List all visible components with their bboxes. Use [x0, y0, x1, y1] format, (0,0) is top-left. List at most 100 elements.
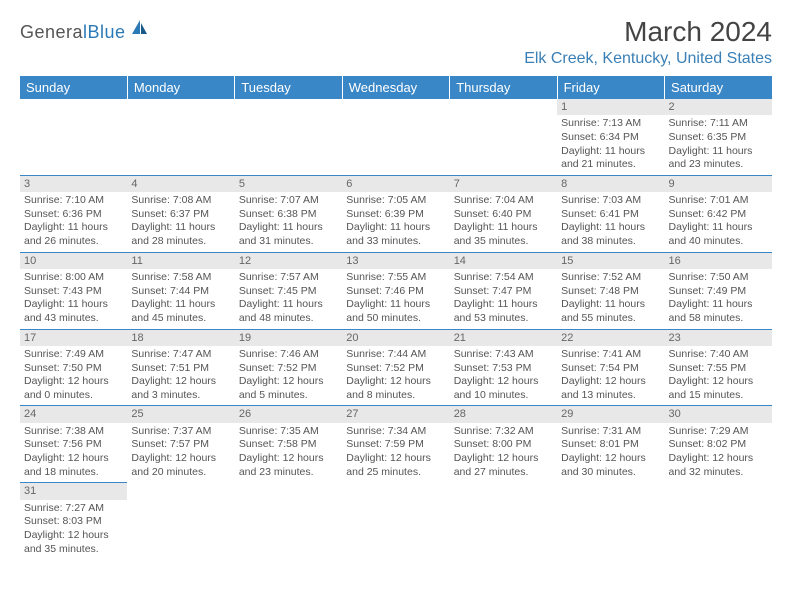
daylight-text: Daylight: 12 hours and 10 minutes. [454, 375, 553, 402]
sunset-text: Sunset: 6:42 PM [669, 208, 768, 222]
day-number: 1 [557, 99, 664, 115]
calendar-day-cell: 26Sunrise: 7:35 AMSunset: 7:58 PMDayligh… [235, 406, 342, 483]
daylight-text: Daylight: 12 hours and 0 minutes. [24, 375, 123, 402]
sunrise-text: Sunrise: 7:58 AM [131, 271, 230, 285]
weekday-header: Tuesday [235, 76, 342, 99]
calendar-day-cell: 8Sunrise: 7:03 AMSunset: 6:41 PMDaylight… [557, 175, 664, 252]
daylight-text: Daylight: 12 hours and 15 minutes. [669, 375, 768, 402]
daylight-text: Daylight: 11 hours and 53 minutes. [454, 298, 553, 325]
day-number: 17 [20, 330, 127, 346]
location-subtitle: Elk Creek, Kentucky, United States [524, 50, 772, 68]
sunset-text: Sunset: 7:48 PM [561, 285, 660, 299]
calendar-day-cell [20, 99, 127, 175]
calendar-day-cell: 27Sunrise: 7:34 AMSunset: 7:59 PMDayligh… [342, 406, 449, 483]
weekday-header: Monday [127, 76, 234, 99]
daylight-text: Daylight: 12 hours and 3 minutes. [131, 375, 230, 402]
calendar-day-cell: 30Sunrise: 7:29 AMSunset: 8:02 PMDayligh… [665, 406, 772, 483]
logo-text-2: lBlue [83, 22, 126, 43]
sunset-text: Sunset: 6:34 PM [561, 131, 660, 145]
day-number: 2 [665, 99, 772, 115]
daylight-text: Daylight: 12 hours and 18 minutes. [24, 452, 123, 479]
sunrise-text: Sunrise: 7:52 AM [561, 271, 660, 285]
month-title: March 2024 [524, 16, 772, 48]
sunrise-text: Sunrise: 7:54 AM [454, 271, 553, 285]
daylight-text: Daylight: 12 hours and 5 minutes. [239, 375, 338, 402]
sunrise-text: Sunrise: 7:32 AM [454, 425, 553, 439]
logo-text-1: Genera [20, 22, 83, 43]
daylight-text: Daylight: 11 hours and 35 minutes. [454, 221, 553, 248]
sunrise-text: Sunrise: 7:50 AM [669, 271, 768, 285]
day-number: 23 [665, 330, 772, 346]
sunrise-text: Sunrise: 7:49 AM [24, 348, 123, 362]
calendar-day-cell [450, 99, 557, 175]
daylight-text: Daylight: 11 hours and 33 minutes. [346, 221, 445, 248]
calendar-day-cell [342, 99, 449, 175]
sunset-text: Sunset: 8:01 PM [561, 438, 660, 452]
logo: Genera lBlue [20, 22, 150, 43]
calendar-day-cell: 11Sunrise: 7:58 AMSunset: 7:44 PMDayligh… [127, 252, 234, 329]
sunset-text: Sunset: 8:03 PM [24, 515, 123, 529]
calendar-table: SundayMondayTuesdayWednesdayThursdayFrid… [20, 76, 772, 559]
calendar-day-cell [665, 483, 772, 559]
sunset-text: Sunset: 7:43 PM [24, 285, 123, 299]
calendar-day-cell [557, 483, 664, 559]
day-number: 20 [342, 330, 449, 346]
sunset-text: Sunset: 7:58 PM [239, 438, 338, 452]
sunset-text: Sunset: 6:36 PM [24, 208, 123, 222]
day-number: 10 [20, 253, 127, 269]
calendar-day-cell [450, 483, 557, 559]
calendar-day-cell: 25Sunrise: 7:37 AMSunset: 7:57 PMDayligh… [127, 406, 234, 483]
day-number: 25 [127, 406, 234, 422]
sunrise-text: Sunrise: 7:55 AM [346, 271, 445, 285]
sunset-text: Sunset: 7:53 PM [454, 362, 553, 376]
calendar-day-cell: 22Sunrise: 7:41 AMSunset: 7:54 PMDayligh… [557, 329, 664, 406]
daylight-text: Daylight: 11 hours and 21 minutes. [561, 145, 660, 172]
daylight-text: Daylight: 11 hours and 50 minutes. [346, 298, 445, 325]
calendar-day-cell: 10 Sunrise: 8:00 AMSunset: 7:43 PMDayligh… [20, 252, 127, 329]
day-number: 31 [20, 483, 127, 499]
weekday-header: Saturday [665, 76, 772, 99]
sunrise-text: Sunrise: 8:00 AM [24, 271, 123, 285]
day-number: 29 [557, 406, 664, 422]
calendar-day-cell: 28Sunrise: 7:32 AMSunset: 8:00 PMDayligh… [450, 406, 557, 483]
daylight-text: Daylight: 12 hours and 25 minutes. [346, 452, 445, 479]
day-number: 19 [235, 330, 342, 346]
sunrise-text: Sunrise: 7:57 AM [239, 271, 338, 285]
sunset-text: Sunset: 7:59 PM [346, 438, 445, 452]
sunrise-text: Sunrise: 7:43 AM [454, 348, 553, 362]
day-number: 5 [235, 176, 342, 192]
daylight-text: Daylight: 11 hours and 38 minutes. [561, 221, 660, 248]
sunset-text: Sunset: 6:38 PM [239, 208, 338, 222]
calendar-day-cell: 19Sunrise: 7:46 AMSunset: 7:52 PMDayligh… [235, 329, 342, 406]
sunset-text: Sunset: 6:39 PM [346, 208, 445, 222]
sunset-text: Sunset: 8:00 PM [454, 438, 553, 452]
sunset-text: Sunset: 7:50 PM [24, 362, 123, 376]
daylight-text: Daylight: 11 hours and 55 minutes. [561, 298, 660, 325]
daylight-text: Daylight: 11 hours and 23 minutes. [669, 145, 768, 172]
day-number: 22 [557, 330, 664, 346]
sunrise-text: Sunrise: 7:13 AM [561, 117, 660, 131]
day-number: 15 [557, 253, 664, 269]
daylight-text: Daylight: 12 hours and 8 minutes. [346, 375, 445, 402]
calendar-day-cell: 1 Sunrise: 7:13 AMSunset: 6:34 PMDaylight… [557, 99, 664, 175]
sail-icon [130, 18, 150, 41]
sunrise-text: Sunrise: 7:41 AM [561, 348, 660, 362]
day-number: 6 [342, 176, 449, 192]
calendar-day-cell: 21Sunrise: 7:43 AMSunset: 7:53 PMDayligh… [450, 329, 557, 406]
sunrise-text: Sunrise: 7:38 AM [24, 425, 123, 439]
daylight-text: Daylight: 11 hours and 43 minutes. [24, 298, 123, 325]
calendar-day-cell: 9Sunrise: 7:01 AMSunset: 6:42 PMDaylight… [665, 175, 772, 252]
calendar-day-cell: 7Sunrise: 7:04 AMSunset: 6:40 PMDaylight… [450, 175, 557, 252]
sunset-text: Sunset: 7:46 PM [346, 285, 445, 299]
day-number: 18 [127, 330, 234, 346]
daylight-text: Daylight: 11 hours and 26 minutes. [24, 221, 123, 248]
sunset-text: Sunset: 7:45 PM [239, 285, 338, 299]
calendar-day-cell: 17 Sunrise: 7:49 AMSunset: 7:50 PMDayligh… [20, 329, 127, 406]
daylight-text: Daylight: 12 hours and 27 minutes. [454, 452, 553, 479]
calendar-day-cell: 24Sunrise: 7:38 AMSunset: 7:56 PMDayligh… [20, 406, 127, 483]
daylight-text: Daylight: 12 hours and 32 minutes. [669, 452, 768, 479]
calendar-day-cell: 3Sunrise: 7:10 AMSunset: 6:36 PMDaylight… [20, 175, 127, 252]
calendar-week-row: 3Sunrise: 7:10 AMSunset: 6:36 PMDaylight… [20, 175, 772, 252]
header: Genera lBlue March 2024 Elk Creek, Kentu… [20, 16, 772, 68]
calendar-week-row: 1Sunrise: 7:13 AMSunset: 6:34 PMDaylight… [20, 99, 772, 175]
